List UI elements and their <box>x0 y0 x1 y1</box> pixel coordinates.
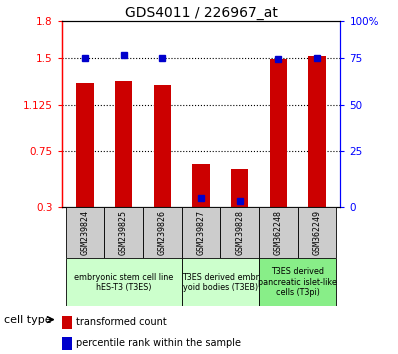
Text: GSM362249: GSM362249 <box>312 210 322 255</box>
Bar <box>66 258 181 306</box>
Text: T3ES derived
pancreatic islet-like
cells (T3pi): T3ES derived pancreatic islet-like cells… <box>258 267 337 297</box>
Text: GSM239828: GSM239828 <box>235 210 244 255</box>
Text: GSM362248: GSM362248 <box>274 210 283 255</box>
Bar <box>192 164 210 207</box>
Bar <box>62 337 72 350</box>
Bar <box>270 59 287 207</box>
Text: GSM239826: GSM239826 <box>158 210 167 255</box>
Bar <box>62 316 72 329</box>
Text: GSM239825: GSM239825 <box>119 210 128 255</box>
Bar <box>181 207 220 258</box>
Text: transformed count: transformed count <box>76 318 166 327</box>
Bar <box>220 207 259 258</box>
Bar <box>298 207 336 258</box>
Bar <box>76 83 94 207</box>
Text: cell type: cell type <box>4 315 52 325</box>
Bar <box>104 207 143 258</box>
Bar <box>259 207 298 258</box>
Bar <box>259 258 336 306</box>
Bar <box>143 207 181 258</box>
Bar <box>231 169 248 207</box>
Bar <box>308 56 326 207</box>
Text: T3ES derived embr
yoid bodies (T3EB): T3ES derived embr yoid bodies (T3EB) <box>182 273 259 292</box>
Text: embryonic stem cell line
hES-T3 (T3ES): embryonic stem cell line hES-T3 (T3ES) <box>74 273 173 292</box>
Bar <box>181 258 259 306</box>
Title: GDS4011 / 226967_at: GDS4011 / 226967_at <box>125 6 277 20</box>
Text: percentile rank within the sample: percentile rank within the sample <box>76 338 241 348</box>
Bar <box>66 207 104 258</box>
Bar <box>154 85 171 207</box>
Bar <box>115 81 132 207</box>
Text: GSM239827: GSM239827 <box>197 210 205 255</box>
Text: GSM239824: GSM239824 <box>80 210 90 255</box>
